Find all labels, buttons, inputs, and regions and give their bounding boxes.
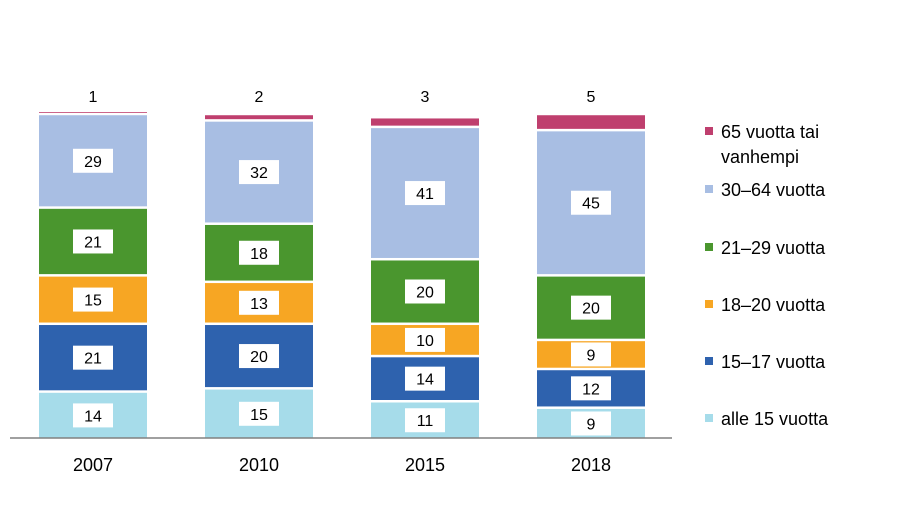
data-label: 1 bbox=[89, 89, 98, 106]
data-label: 15 bbox=[84, 293, 102, 310]
data-label-box bbox=[405, 327, 445, 352]
data-label: 41 bbox=[416, 186, 434, 203]
data-label-box bbox=[239, 240, 279, 265]
legend-item: 15–17 vuotta bbox=[705, 352, 826, 372]
data-label-box bbox=[571, 411, 611, 436]
data-label-box bbox=[73, 287, 113, 312]
data-label-box bbox=[73, 403, 113, 428]
data-label: 10 bbox=[416, 333, 434, 350]
data-label-box bbox=[239, 401, 279, 426]
data-label-box bbox=[571, 376, 611, 401]
data-label: 18 bbox=[250, 246, 268, 263]
data-label: 11 bbox=[417, 413, 434, 430]
legend-swatch bbox=[705, 357, 713, 365]
x-tick-labels: 2007 2010 2015 2018 bbox=[73, 455, 611, 475]
data-label-box bbox=[239, 160, 279, 185]
data-label: 20 bbox=[416, 285, 434, 302]
data-label: 9 bbox=[587, 347, 596, 364]
legend-swatch bbox=[705, 300, 713, 308]
x-tick-label: 2018 bbox=[571, 455, 611, 475]
data-label-box bbox=[571, 190, 611, 215]
data-label: 9 bbox=[587, 416, 596, 433]
data-label: 21 bbox=[84, 234, 102, 251]
data-label-box bbox=[405, 408, 445, 433]
data-label-box bbox=[571, 342, 611, 367]
bar-segment bbox=[39, 112, 147, 113]
data-label: 2 bbox=[255, 89, 264, 106]
legend-item: 18–20 vuotta bbox=[705, 295, 826, 315]
data-label: 45 bbox=[582, 196, 600, 213]
data-label: 32 bbox=[250, 165, 268, 182]
bar-segment bbox=[371, 118, 479, 126]
data-label: 21 bbox=[84, 351, 102, 368]
legend-label: 15–17 vuotta bbox=[721, 352, 826, 372]
x-tick-label: 2007 bbox=[73, 455, 113, 475]
x-tick-label: 2015 bbox=[405, 455, 445, 475]
data-label: 3 bbox=[421, 89, 430, 106]
data-label: 20 bbox=[250, 349, 268, 366]
data-label-box bbox=[239, 344, 279, 369]
legend-label: 65 vuotta tai bbox=[721, 122, 819, 142]
legend-swatch bbox=[705, 243, 713, 251]
legend-label: vanhempi bbox=[721, 147, 799, 167]
legend-swatch bbox=[705, 127, 713, 135]
data-label: 5 bbox=[587, 89, 596, 106]
legend-label: 21–29 vuotta bbox=[721, 238, 826, 258]
legend-item: alle 15 vuotta bbox=[705, 409, 829, 429]
bars-layer bbox=[39, 112, 645, 438]
data-label: 29 bbox=[84, 154, 102, 171]
legend-swatch bbox=[705, 414, 713, 422]
legend-item: 21–29 vuotta bbox=[705, 238, 826, 258]
data-label: 12 bbox=[582, 381, 600, 398]
bar-segment bbox=[537, 115, 645, 129]
legend: 65 vuotta tai vanhempi 30–64 vuotta 21–29 v… bbox=[705, 122, 829, 429]
data-label-box bbox=[571, 295, 611, 320]
legend-label: 30–64 vuotta bbox=[721, 180, 826, 200]
data-label-box bbox=[405, 181, 445, 206]
data-label-box bbox=[239, 290, 279, 315]
bar-segment bbox=[205, 115, 313, 120]
legend-item: 65 vuotta tai vanhempi bbox=[705, 122, 819, 167]
data-label: 20 bbox=[582, 301, 600, 318]
data-label-box bbox=[73, 345, 113, 370]
data-label: 15 bbox=[250, 407, 268, 424]
legend-label: alle 15 vuotta bbox=[721, 409, 829, 429]
data-label-box bbox=[73, 229, 113, 254]
data-label-box bbox=[405, 279, 445, 304]
data-label-box bbox=[73, 148, 113, 173]
data-labels-layer: 14 21 15 21 29 1 15 20 13 18 32 2 11 14 10 20 41 3 9 12 9 20 4… bbox=[73, 89, 611, 436]
legend-swatch bbox=[705, 185, 713, 193]
legend-item: 30–64 vuotta bbox=[705, 180, 826, 200]
data-label: 14 bbox=[416, 372, 434, 389]
x-tick-label: 2010 bbox=[239, 455, 279, 475]
data-label-box bbox=[405, 366, 445, 391]
data-label: 14 bbox=[84, 408, 102, 425]
legend-label: 18–20 vuotta bbox=[721, 295, 826, 315]
data-label: 13 bbox=[250, 296, 268, 313]
